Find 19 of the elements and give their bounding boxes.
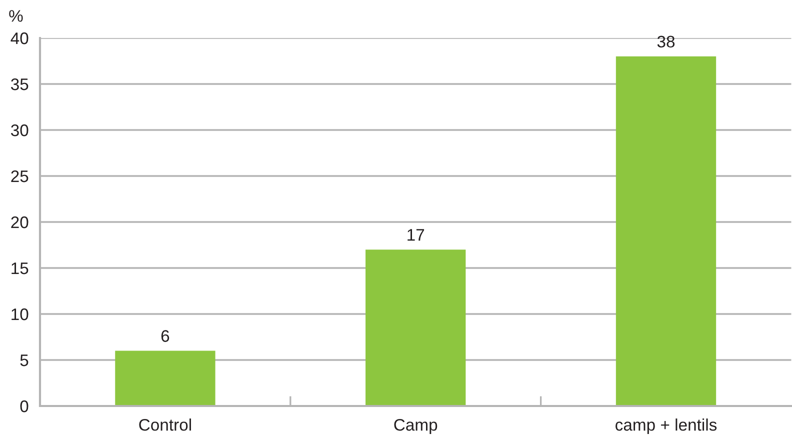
y-tick-label: 15	[12, 262, 28, 274]
data-label: 6	[161, 330, 170, 342]
y-tick-label: 30	[10, 124, 28, 136]
y-tick-label: 40	[10, 32, 28, 44]
y-tick-label: 5	[20, 354, 28, 366]
y-tick-label: 0	[20, 400, 28, 412]
bar	[366, 250, 466, 406]
x-tick-label: camp + lentils	[616, 418, 717, 434]
x-tick-label: Camp	[394, 418, 438, 434]
y-tick-label: 10	[12, 308, 28, 320]
data-label: 17	[408, 229, 424, 241]
y-tick-label: 25	[11, 170, 28, 182]
y-tick-label: 35	[10, 78, 28, 90]
bar	[616, 56, 716, 406]
y-tick-label: 20	[11, 216, 28, 228]
x-tick-label: Control	[139, 418, 191, 431]
data-label: 38	[657, 36, 675, 48]
y-axis-title: %	[9, 10, 23, 22]
bar	[115, 350, 216, 406]
